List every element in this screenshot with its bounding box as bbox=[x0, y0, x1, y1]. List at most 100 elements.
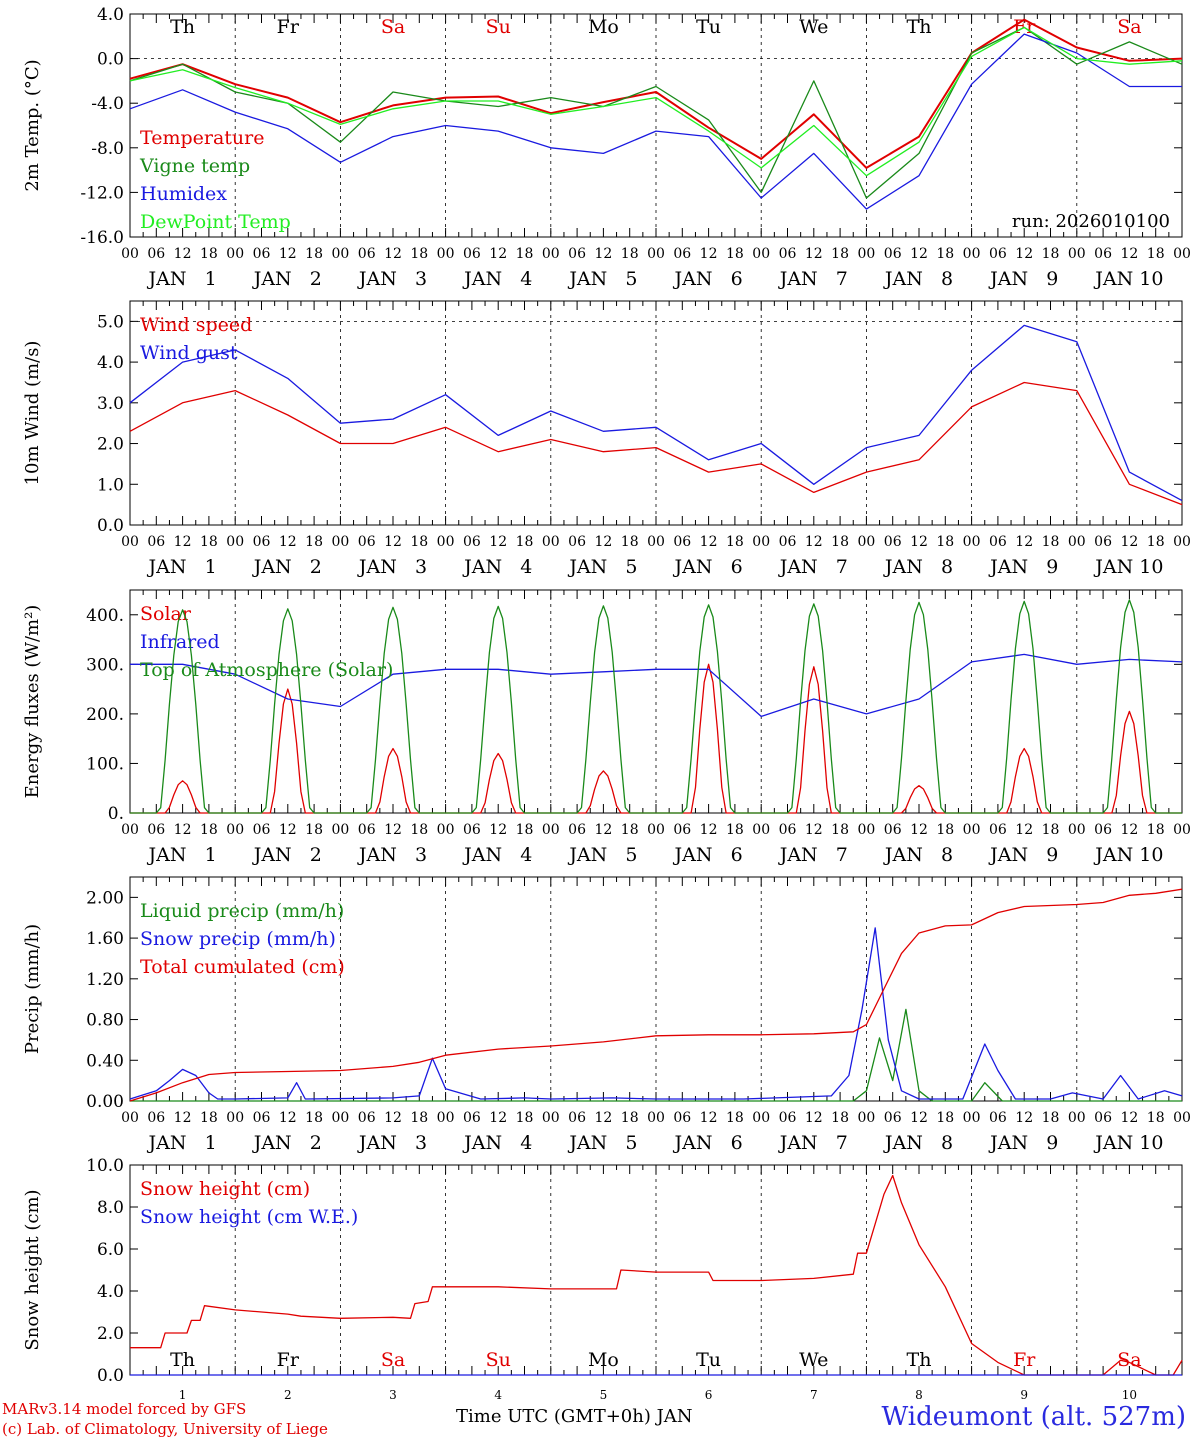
x-hour-label: 18 bbox=[831, 1110, 849, 1126]
x-hour-label: 12 bbox=[384, 822, 402, 838]
x-hour-label: 06 bbox=[463, 246, 481, 262]
x-hour-label: 06 bbox=[358, 246, 376, 262]
y-tick-label: 6.0 bbox=[97, 1240, 124, 1260]
x-hour-label: 00 bbox=[752, 246, 770, 262]
x-hour-label: 12 bbox=[805, 1110, 823, 1126]
y-tick-label: 5.0 bbox=[97, 312, 124, 332]
x-hour-label: 18 bbox=[726, 246, 744, 262]
x-hour-label: 00 bbox=[1068, 246, 1086, 262]
x-hour-label: 00 bbox=[963, 534, 981, 550]
x-hour-label: 00 bbox=[647, 1110, 665, 1126]
x-date-label: JAN 8 bbox=[883, 844, 953, 866]
x-hour-label: 18 bbox=[516, 822, 534, 838]
day-number-label: 8 bbox=[915, 1388, 923, 1402]
y-tick-label: 4.0 bbox=[97, 1282, 124, 1302]
x-hour-label: 18 bbox=[516, 246, 534, 262]
x-hour-label: 12 bbox=[1120, 822, 1138, 838]
x-hour-label: 18 bbox=[1147, 822, 1165, 838]
x-hour-label: 00 bbox=[857, 246, 875, 262]
x-date-label: JAN 4 bbox=[462, 268, 532, 290]
y-axis-title: Energy fluxes (W/m²) bbox=[22, 605, 43, 799]
weekday-label: Th bbox=[907, 16, 932, 38]
x-hour-label: 00 bbox=[331, 534, 349, 550]
x-date-label: JAN 3 bbox=[357, 844, 427, 866]
y-tick-label: 100. bbox=[86, 754, 124, 774]
x-hour-label: 06 bbox=[673, 246, 691, 262]
x-date-label: JAN 9 bbox=[988, 844, 1058, 866]
series-line-snow-precip-mm-h- bbox=[129, 927, 1183, 1100]
y-tick-label: -8.0 bbox=[91, 139, 124, 159]
x-hour-label: 00 bbox=[437, 534, 455, 550]
x-date-label: JAN 9 bbox=[988, 1132, 1058, 1154]
weekday-label: Mo bbox=[588, 1349, 619, 1371]
x-hour-label: 12 bbox=[174, 822, 192, 838]
x-hour-label: 18 bbox=[1042, 534, 1060, 550]
x-hour-label: 06 bbox=[884, 1110, 902, 1126]
x-hour-label: 00 bbox=[857, 534, 875, 550]
x-date-label: JAN 10 bbox=[1093, 556, 1163, 578]
series-line-wind-gust bbox=[129, 324, 1183, 502]
time-axis-label: Time UTC (GMT+0h) JAN bbox=[456, 1406, 693, 1427]
x-hour-label: 06 bbox=[568, 1110, 586, 1126]
day-number-label: 2 bbox=[284, 1388, 292, 1402]
x-hour-label: 18 bbox=[1042, 822, 1060, 838]
x-date-label: JAN 4 bbox=[462, 1132, 532, 1154]
x-hour-label: 18 bbox=[200, 822, 218, 838]
x-hour-label: 00 bbox=[1068, 822, 1086, 838]
x-hour-label: 00 bbox=[437, 1110, 455, 1126]
x-hour-label: 12 bbox=[1120, 1110, 1138, 1126]
x-date-label: JAN 7 bbox=[778, 556, 848, 578]
x-date-label: JAN 6 bbox=[673, 1132, 743, 1154]
x-hour-label: 00 bbox=[542, 534, 560, 550]
legend-entry: Temperature bbox=[140, 127, 264, 149]
x-hour-label: 18 bbox=[621, 1110, 639, 1126]
x-hour-label: 06 bbox=[779, 822, 797, 838]
x-hour-label: 12 bbox=[805, 534, 823, 550]
weekday-label: Th bbox=[907, 1349, 932, 1371]
x-hour-label: 06 bbox=[673, 1110, 691, 1126]
x-hour-label: 18 bbox=[410, 534, 428, 550]
chart-panel-4: 2.00 1.60 1.20 0.80 0.40 0.00 Precip (mm/h) 00 0… bbox=[22, 876, 1191, 1154]
x-hour-label: 12 bbox=[174, 246, 192, 262]
x-hour-label: 06 bbox=[147, 822, 165, 838]
chart-panel-2: 5.0 4.0 3.0 2.0 1.0 0.0 10m Wind (m/s) 00 06 12 18… bbox=[22, 300, 1191, 578]
x-hour-label: 18 bbox=[305, 246, 323, 262]
x-hour-label: 00 bbox=[1173, 1110, 1191, 1126]
weekday-label: Tu bbox=[696, 16, 721, 38]
series-line-infrared bbox=[130, 653, 1183, 718]
x-hour-label: 00 bbox=[1173, 822, 1191, 838]
x-hour-label: 12 bbox=[174, 1110, 192, 1126]
legend-entry: Wind speed bbox=[140, 314, 252, 336]
x-hour-label: 00 bbox=[542, 1110, 560, 1126]
x-hour-label: 00 bbox=[647, 534, 665, 550]
legend-entry: Total cumulated (cm) bbox=[140, 956, 345, 978]
legend-entry: Top of Atmosphere (Solar) bbox=[140, 659, 393, 681]
legend-entry: DewPoint Temp bbox=[140, 211, 291, 233]
x-date-label: JAN 5 bbox=[567, 1132, 637, 1154]
weekday-label: Su bbox=[486, 16, 511, 38]
x-hour-label: 06 bbox=[1094, 822, 1112, 838]
x-date-label: JAN 10 bbox=[1093, 268, 1163, 290]
x-hour-label: 12 bbox=[594, 822, 612, 838]
y-axis-title: Precip (mm/h) bbox=[22, 924, 43, 1054]
y-axis-title: Snow height (cm) bbox=[22, 1189, 43, 1350]
x-hour-label: 00 bbox=[647, 822, 665, 838]
weekday-label: Sa bbox=[1117, 16, 1141, 38]
x-date-label: JAN 5 bbox=[567, 268, 637, 290]
x-hour-label: 06 bbox=[358, 822, 376, 838]
x-hour-label: 06 bbox=[1094, 246, 1112, 262]
legend-entry: Snow height (cm) bbox=[140, 1178, 310, 1200]
chart-panel-5: 10.0 8.0 6.0 4.0 2.0 0.0 Snow height (cm) Th Fr S… bbox=[22, 1156, 1183, 1402]
weekday-label: Sa bbox=[381, 16, 405, 38]
x-hour-label: 18 bbox=[1147, 1110, 1165, 1126]
x-date-label: JAN 8 bbox=[883, 268, 953, 290]
x-hour-label: 06 bbox=[884, 534, 902, 550]
x-hour-label: 00 bbox=[226, 246, 244, 262]
series-line-top-of-atmosphere-solar- bbox=[130, 599, 1182, 814]
x-date-label: JAN 6 bbox=[673, 844, 743, 866]
x-date-label: JAN 2 bbox=[252, 556, 322, 578]
x-date-label: JAN 1 bbox=[147, 844, 217, 866]
x-hour-label: 18 bbox=[831, 822, 849, 838]
x-date-label: JAN 3 bbox=[357, 1132, 427, 1154]
x-date-label: JAN 10 bbox=[1093, 1132, 1163, 1154]
